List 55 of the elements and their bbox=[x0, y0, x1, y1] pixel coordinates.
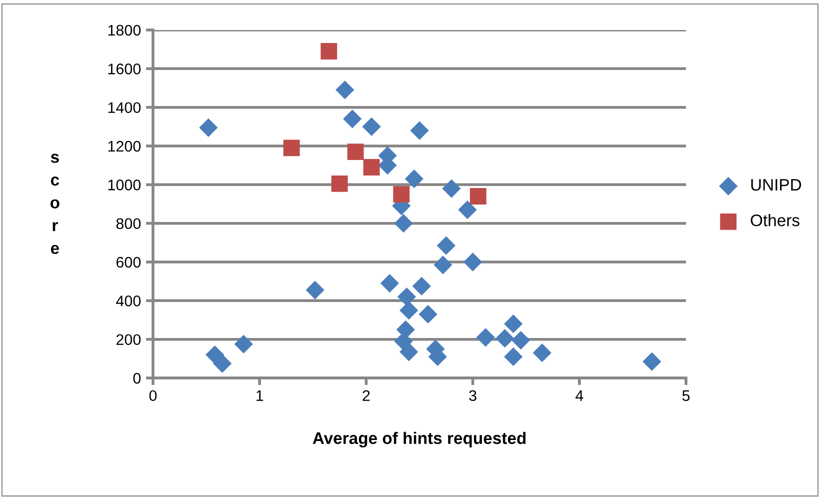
point bbox=[336, 80, 354, 100]
point bbox=[511, 330, 530, 350]
point bbox=[394, 214, 413, 233]
x-axis-title: Average of hints requested bbox=[312, 432, 526, 448]
point bbox=[476, 328, 495, 347]
point bbox=[532, 344, 552, 362]
point bbox=[397, 287, 416, 306]
point bbox=[458, 200, 477, 220]
point bbox=[306, 280, 324, 300]
point bbox=[347, 144, 364, 160]
y-tick-label: 0 bbox=[133, 372, 141, 384]
x-tick-label: 2 bbox=[362, 390, 370, 401]
point bbox=[404, 170, 424, 188]
y-tick-label: 1400 bbox=[108, 102, 141, 114]
point bbox=[343, 110, 362, 128]
point bbox=[393, 186, 410, 203]
y-tick-label: 600 bbox=[116, 256, 141, 268]
y-tick-label: 800 bbox=[116, 218, 141, 230]
point bbox=[412, 276, 431, 296]
x-tick-label: 1 bbox=[256, 390, 264, 401]
y-tick-label: 1800 bbox=[108, 24, 141, 36]
point bbox=[331, 175, 348, 192]
y-tick-label: 200 bbox=[116, 334, 141, 346]
point bbox=[436, 236, 456, 255]
point bbox=[410, 121, 429, 140]
point bbox=[504, 314, 523, 334]
y-tick-label: 1200 bbox=[108, 140, 141, 152]
point bbox=[434, 256, 452, 274]
point bbox=[363, 159, 380, 176]
point bbox=[400, 342, 418, 362]
point bbox=[470, 188, 486, 204]
point bbox=[400, 301, 418, 320]
legend-label: Others bbox=[750, 214, 800, 226]
y-tick-label: 1600 bbox=[108, 64, 141, 74]
x-tick-label: 0 bbox=[149, 390, 157, 402]
point bbox=[504, 347, 523, 366]
point bbox=[362, 117, 381, 136]
y-axis-title: score bbox=[50, 154, 60, 254]
x-tick-label: 5 bbox=[682, 390, 690, 402]
point bbox=[234, 334, 253, 354]
point bbox=[283, 140, 300, 156]
y-tick-label: 1000 bbox=[108, 180, 141, 190]
legend-label: UNIPD bbox=[751, 179, 802, 191]
point bbox=[380, 274, 399, 293]
y-tick-label: 400 bbox=[116, 296, 141, 306]
point bbox=[442, 179, 461, 198]
point bbox=[463, 252, 482, 272]
point bbox=[199, 118, 218, 137]
x-tick-label: 4 bbox=[576, 390, 584, 401]
point bbox=[418, 304, 438, 324]
point bbox=[642, 352, 662, 371]
point bbox=[320, 43, 338, 60]
point bbox=[495, 329, 514, 348]
x-tick-label: 3 bbox=[469, 390, 476, 402]
point bbox=[212, 354, 232, 373]
